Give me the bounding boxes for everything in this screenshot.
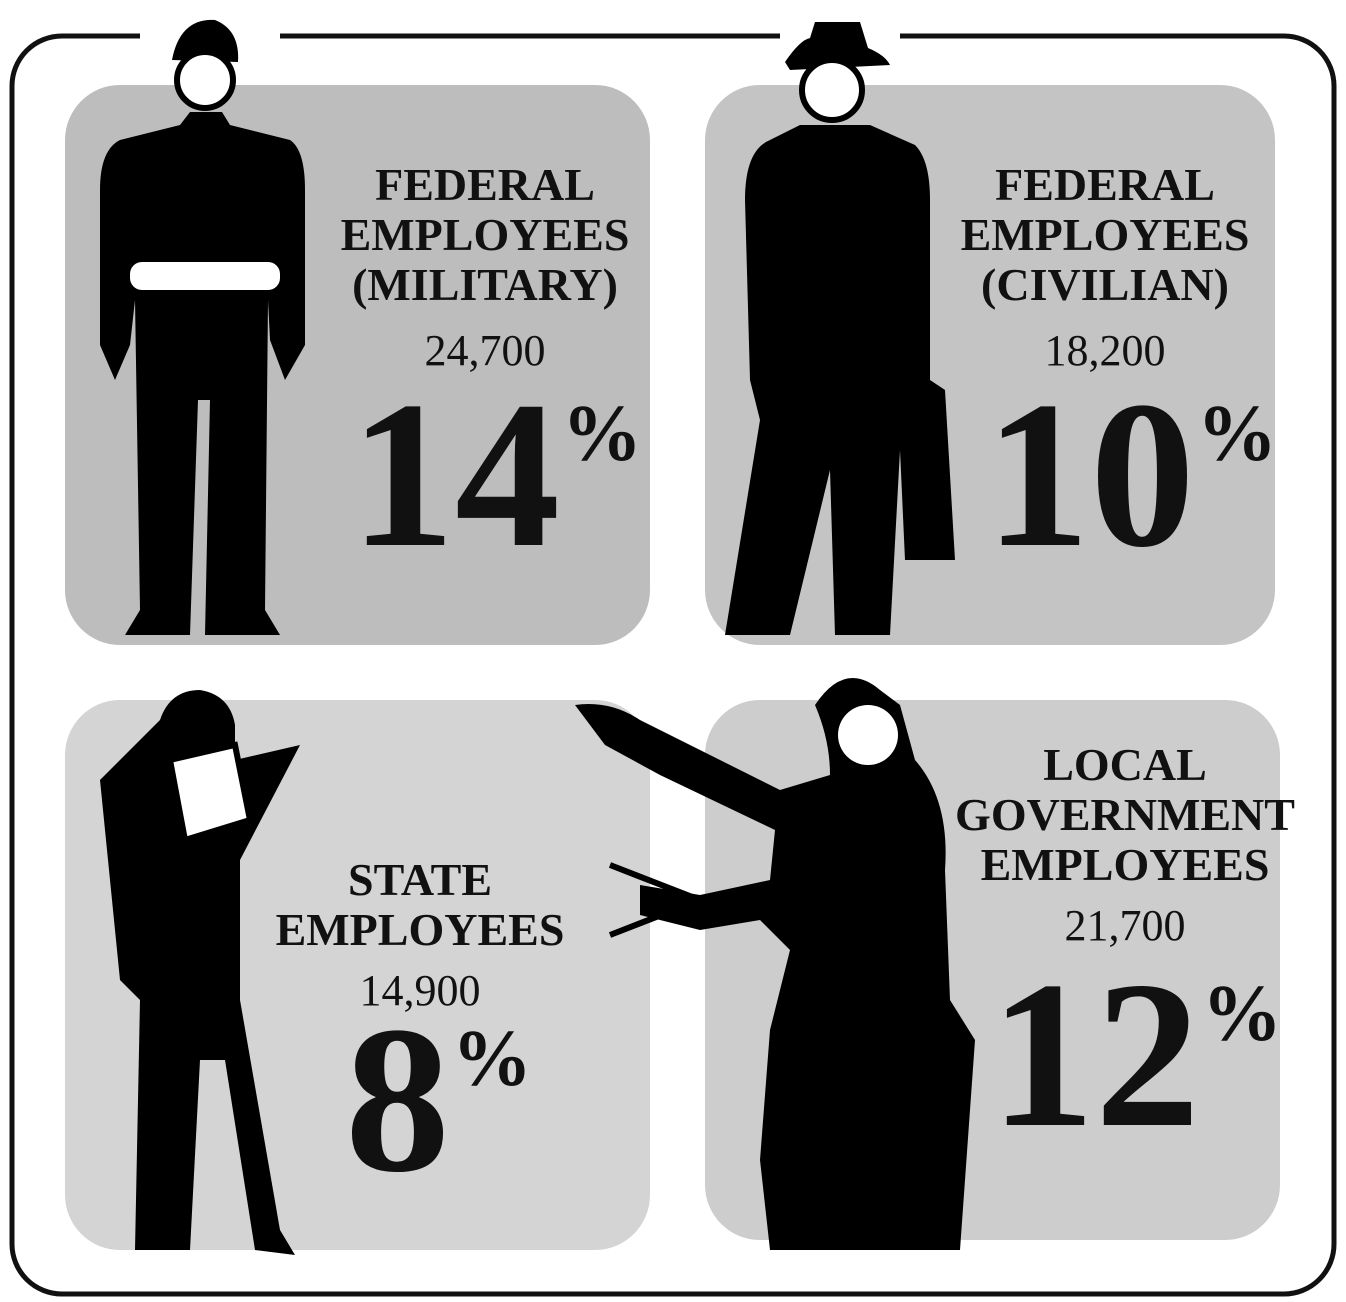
panel-heading: EMPLOYEES <box>961 209 1250 260</box>
percent-sign: % <box>1197 390 1277 478</box>
infographic: FEDERALEMPLOYEES(MILITARY)24,70014%FEDER… <box>0 0 1346 1302</box>
panel-heading: FEDERAL <box>375 159 595 210</box>
panel-heading: EMPLOYEES <box>341 209 630 260</box>
percent-sign: % <box>452 1015 532 1103</box>
percent-value: 8 <box>345 984 450 1216</box>
panel-heading: EMPLOYEES <box>981 839 1270 890</box>
panel-heading: LOCAL <box>1043 739 1207 790</box>
percent-value: 12 <box>990 939 1200 1171</box>
panel-heading: EMPLOYEES <box>276 904 565 955</box>
percent-sign: % <box>562 390 642 478</box>
page: {"panels": [ {"label_lines": ["FEDERAL",… <box>0 0 1346 1302</box>
percent-value: 10 <box>985 359 1195 591</box>
percent-value: 14 <box>350 359 560 591</box>
panel-heading: STATE <box>348 854 492 905</box>
panel-heading: (MILITARY) <box>352 259 618 310</box>
percent-sign: % <box>1202 970 1282 1058</box>
panel-heading: GOVERNMENT <box>955 789 1295 840</box>
panel-heading: (CIVILIAN) <box>981 259 1229 310</box>
panel-heading: FEDERAL <box>995 159 1215 210</box>
